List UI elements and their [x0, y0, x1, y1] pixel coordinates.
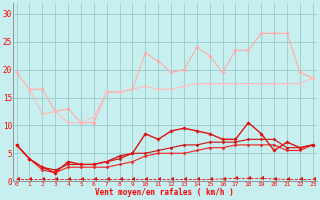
X-axis label: Vent moyen/en rafales ( km/h ): Vent moyen/en rafales ( km/h ): [95, 188, 234, 197]
